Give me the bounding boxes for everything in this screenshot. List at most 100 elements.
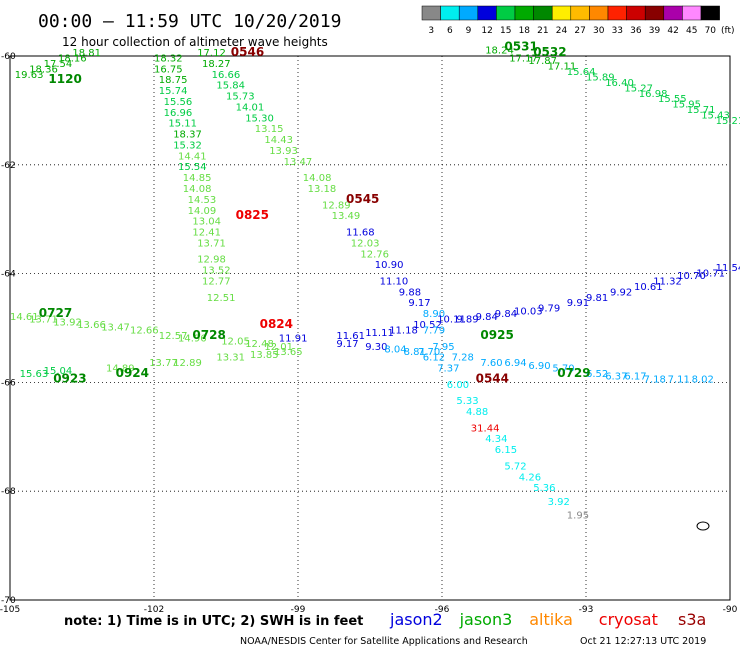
scale-swatch: [682, 5, 702, 21]
swh-value: 8.81: [404, 347, 426, 358]
generated-timestamp: Oct 21 12:27:13 UTC 2019: [580, 636, 706, 647]
swh-value: 15.84: [216, 81, 245, 92]
swh-value: 11.10: [380, 276, 409, 287]
swh-value: 8.02: [692, 374, 714, 385]
swh-value: 15.21: [716, 116, 740, 127]
swh-value: 13.85: [250, 350, 279, 361]
swh-value: 9.30: [365, 342, 387, 353]
swh-value: 7.18: [644, 374, 666, 385]
swh-value: 10.90: [375, 260, 404, 271]
pass-time-label: 0824: [260, 317, 293, 331]
swh-value: 18.81: [72, 48, 101, 59]
swh-value: 12.77: [202, 276, 231, 287]
lon-tick-label: -90: [723, 605, 738, 615]
scale-unit: (ft): [721, 26, 735, 36]
swh-value: 7.37: [437, 364, 459, 375]
swh-value: 15.89: [586, 72, 615, 83]
swh-value: 13.15: [255, 124, 284, 135]
lon-tick-label: -96: [435, 605, 450, 615]
swh-value: 17.12: [197, 48, 226, 59]
swh-value: 11.54: [716, 263, 740, 274]
axis-ticks: -105 -102 -99 -96 -93 -90 -60 -62 -64 -66 -68 -70: [0, 52, 738, 615]
swh-value: 17.87: [528, 56, 557, 67]
swh-value: 9.81: [586, 293, 608, 304]
swh-value: 7.28: [452, 353, 474, 364]
swh-value: 9.17: [336, 339, 358, 350]
scale-label: 70: [705, 26, 717, 36]
swh-value: 13.18: [308, 184, 337, 195]
swh-value: 8.04: [384, 344, 406, 355]
swh-value: 7.79: [423, 325, 445, 336]
satellite-altika: altika: [529, 610, 573, 629]
satellite-legend: jason2 jason3 altika cryosat s3a: [389, 610, 706, 629]
swh-value: 9.88: [399, 287, 421, 298]
swh-value: 13.71: [29, 315, 58, 326]
units-note: note: 1) Time is in UTC; 2) SWH is in fe…: [64, 614, 363, 629]
scale-label: 33: [612, 26, 623, 36]
scale-label: 15: [500, 26, 511, 36]
satellite-jason3: jason3: [459, 610, 513, 629]
swh-value: 3.92: [548, 497, 570, 508]
swh-value: 15.04: [44, 366, 73, 377]
satellite-jason2: jason2: [389, 610, 443, 629]
swh-value: 5.70: [552, 364, 574, 375]
lon-tick-label: -99: [291, 605, 306, 615]
swh-value: 11.91: [279, 334, 308, 345]
pass-time-label: 0531: [504, 40, 537, 54]
swh-value: 9.91: [567, 298, 589, 309]
swh-value: 14.96: [178, 334, 207, 345]
swh-value: 11.61: [336, 331, 365, 342]
swh-value: 13.47: [101, 323, 130, 334]
swh-value: 14.01: [236, 102, 265, 113]
swh-value: 9.84: [495, 309, 517, 320]
swh-value: 11.18: [389, 325, 418, 336]
swh-value: 12.66: [130, 325, 159, 336]
swh-value: 6.90: [528, 361, 550, 372]
swh-value: 15.95: [672, 100, 701, 111]
scale-swatch: [607, 5, 627, 21]
swh-value: 5.36: [533, 483, 555, 494]
page-subtitle: 12 hour collection of altimeter wave hei…: [62, 35, 328, 49]
swh-value: 5.72: [504, 461, 526, 472]
swh-value: 17.11: [548, 62, 577, 73]
swh-value: 7.95: [432, 342, 454, 353]
swh-value: 18.36: [29, 64, 58, 75]
swh-value: 4.34: [485, 434, 507, 445]
swh-value: 13.77: [149, 358, 178, 369]
swh-value: 18.75: [159, 75, 188, 86]
scale-label: 30: [593, 26, 605, 36]
swh-value: 12.51: [207, 293, 236, 304]
pass-time-label: 0544: [476, 371, 509, 385]
swh-value: 18.27: [202, 59, 231, 70]
swh-value: 10.71: [696, 268, 725, 279]
swh-value: 10.03: [514, 306, 543, 317]
scale-label: 6: [447, 26, 453, 36]
lon-tick-label: -93: [579, 605, 594, 615]
swh-value: 14.08: [303, 173, 332, 184]
swh-value: 16.40: [605, 78, 634, 89]
scale-swatch: [458, 5, 479, 21]
swh-value: 13.93: [269, 146, 298, 157]
scale-swatch: [626, 5, 646, 21]
lat-tick-label: -60: [1, 52, 16, 62]
swh-value: 13.31: [216, 353, 245, 364]
swh-value: 16.96: [164, 108, 193, 119]
scale-swatch: [421, 5, 441, 21]
scale-label: 3: [428, 26, 434, 36]
swh-value: 15.27: [624, 83, 653, 94]
swh-value: 14.53: [188, 195, 217, 206]
scale-label: 27: [574, 26, 585, 36]
pass-time-label: 0545: [346, 192, 379, 206]
swh-value: 6.00: [447, 380, 469, 391]
map-frame: [9, 55, 731, 601]
pass-time-label: 1120: [48, 72, 81, 86]
swh-value: 6.94: [504, 358, 526, 369]
scale-label: 9: [466, 26, 472, 36]
swh-value: 14.89: [106, 364, 135, 375]
scale-swatch: [589, 5, 609, 21]
swh-value: 14.43: [264, 135, 293, 146]
scale-label: 39: [649, 26, 661, 36]
satellite-cryosat: cryosat: [599, 610, 658, 629]
